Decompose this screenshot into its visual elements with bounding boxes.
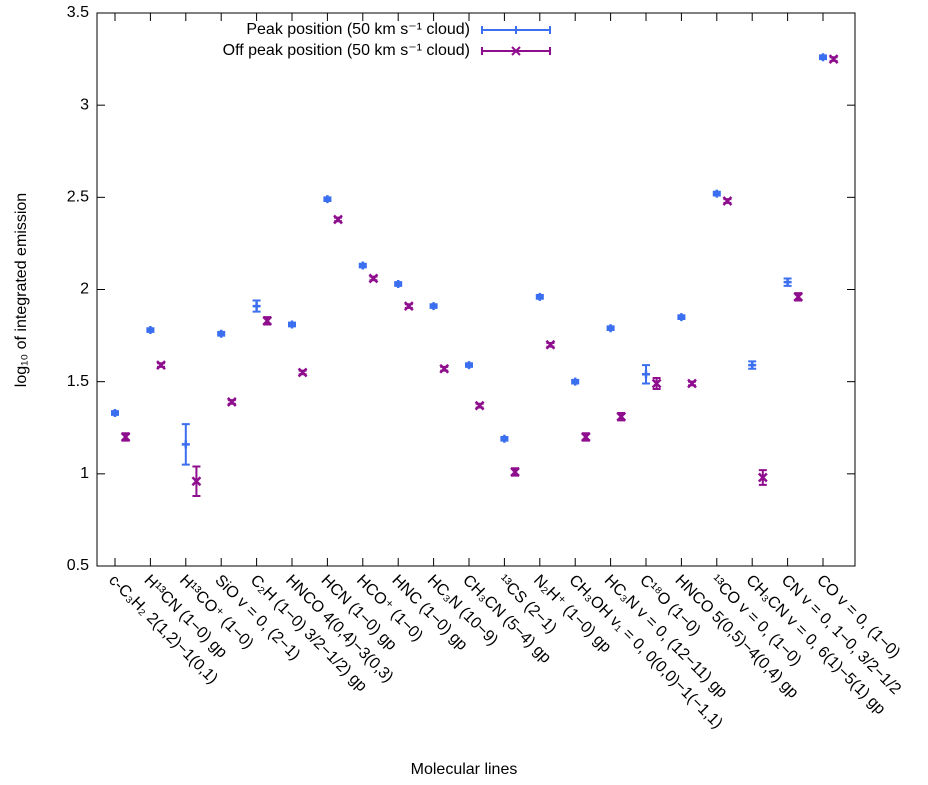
plot-frame — [96, 12, 856, 567]
y-tick-label: 2.5 — [67, 189, 89, 206]
point — [333, 214, 343, 225]
y-tick-label: 1 — [80, 465, 89, 482]
y-tick-label: 3.5 — [67, 4, 89, 21]
legend-label: Off peak position (50 km s⁻¹ cloud) — [223, 42, 470, 59]
point — [828, 54, 839, 64]
point — [146, 326, 155, 335]
point — [156, 360, 166, 370]
point — [252, 302, 261, 311]
point — [120, 432, 131, 442]
y-tick-label: 2 — [80, 281, 89, 298]
point — [500, 434, 509, 443]
point — [535, 292, 544, 301]
point — [748, 361, 757, 370]
point — [439, 363, 450, 374]
point — [358, 261, 367, 270]
point — [288, 320, 296, 329]
legend-sample — [481, 46, 551, 56]
point — [368, 273, 379, 284]
y-tick-label: 1.5 — [67, 373, 89, 390]
point — [323, 195, 332, 204]
point — [616, 411, 627, 422]
point — [262, 315, 273, 326]
point — [394, 279, 403, 288]
point — [571, 377, 580, 386]
point — [651, 378, 662, 389]
point — [642, 370, 650, 379]
point — [783, 278, 792, 287]
point — [217, 329, 226, 338]
point — [226, 397, 237, 407]
point — [465, 361, 473, 370]
point — [297, 367, 308, 378]
point — [819, 53, 827, 62]
y-tick-label: 0.5 — [67, 557, 89, 574]
point — [677, 313, 686, 322]
point — [545, 339, 556, 350]
point — [722, 196, 733, 206]
y-axis-label: log₁₀ of integrated emission — [13, 193, 30, 387]
point — [606, 324, 615, 333]
point — [111, 409, 119, 418]
point — [687, 378, 697, 389]
x-tick-label: CH₃CN v = 0, 6(1)−5(1) gp — [742, 572, 888, 718]
point — [757, 472, 768, 483]
point — [429, 302, 438, 311]
point — [712, 189, 721, 198]
point — [181, 440, 190, 449]
point — [403, 301, 414, 311]
legend-label: Peak position (50 km s⁻¹ cloud) — [246, 21, 470, 38]
x-axis-label: Molecular lines — [411, 761, 518, 778]
point — [510, 467, 520, 477]
y-tick-label: 3 — [80, 96, 89, 113]
point — [580, 432, 591, 442]
point — [191, 476, 202, 487]
legend-sample — [481, 26, 551, 34]
point — [793, 291, 804, 302]
point — [474, 400, 485, 411]
